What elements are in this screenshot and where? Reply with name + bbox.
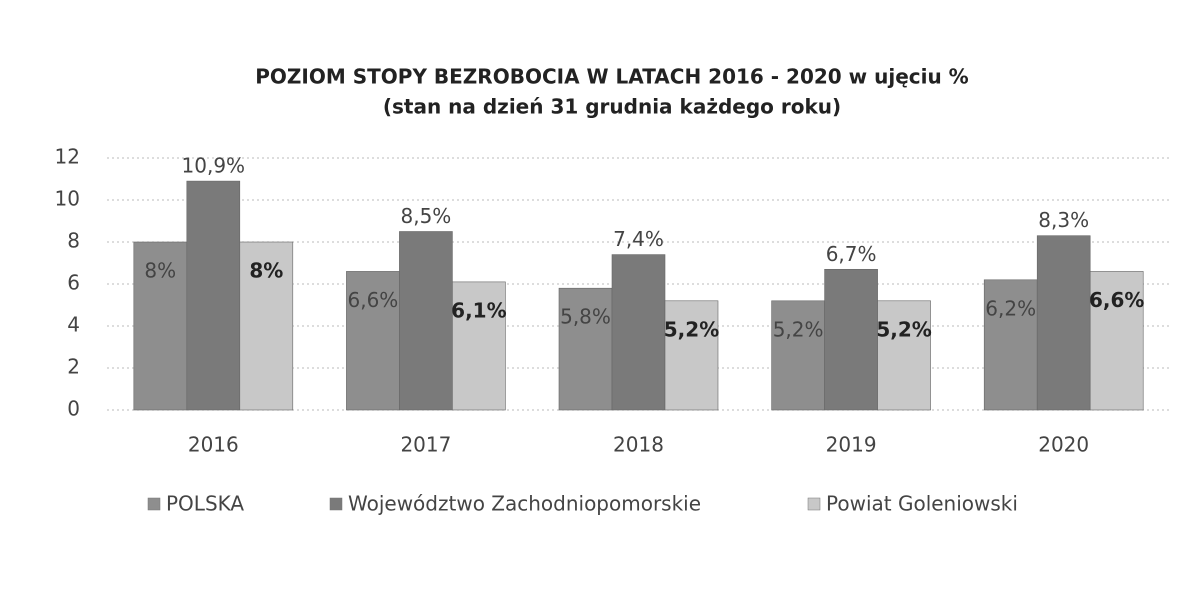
legend-swatch — [807, 497, 821, 511]
x-tick-label: 2017 — [400, 433, 451, 457]
bar — [452, 281, 506, 411]
bar — [771, 300, 825, 411]
value-label: 8,3% — [1038, 208, 1089, 232]
y-tick-label: 6 — [67, 271, 80, 295]
bar — [558, 287, 613, 411]
y-tick-label: 12 — [55, 145, 80, 169]
legend-label: Powiat Goleniowski — [826, 492, 1018, 516]
value-label: 6,2% — [985, 296, 1036, 320]
bar — [664, 300, 719, 411]
x-tick-label: 2018 — [613, 433, 664, 457]
x-tick-label: 2019 — [826, 433, 877, 457]
value-label: 10,9% — [182, 154, 246, 178]
chart-title: POZIOM STOPY BEZROBOCIA W LATACH 2016 - … — [255, 65, 968, 89]
x-tick-label: 2016 — [188, 433, 239, 457]
legend-swatch — [147, 497, 161, 511]
value-label: 8% — [249, 259, 283, 283]
bar — [824, 268, 878, 411]
value-label: 8,5% — [400, 204, 451, 228]
y-tick-label: 0 — [67, 397, 80, 421]
y-tick-label: 2 — [67, 355, 80, 379]
value-label: 6,1% — [451, 298, 506, 322]
value-label: 5,2% — [773, 317, 824, 341]
value-label: 5,8% — [560, 305, 611, 329]
value-label: 6,6% — [1089, 288, 1144, 312]
value-label: 5,2% — [664, 317, 719, 341]
bar — [346, 271, 400, 411]
bar — [983, 279, 1038, 411]
value-label: 6,6% — [347, 288, 398, 312]
bar — [1089, 271, 1144, 411]
bar — [877, 300, 931, 411]
bar — [1036, 235, 1091, 411]
value-label: 5,2% — [876, 317, 931, 341]
y-tick-label: 10 — [55, 187, 80, 211]
legend-swatch — [329, 497, 343, 511]
x-tick-label: 2020 — [1038, 433, 1089, 457]
value-label: 7,4% — [613, 227, 664, 251]
bar — [239, 241, 294, 411]
bar — [186, 180, 241, 411]
legend-label: POLSKA — [166, 492, 244, 516]
bar — [399, 231, 453, 411]
value-label: 6,7% — [826, 242, 877, 266]
chart-subtitle: (stan na dzień 31 grudnia każdego roku) — [383, 95, 841, 119]
y-tick-label: 4 — [67, 313, 80, 337]
legend-label: Województwo Zachodniopomorskie — [348, 492, 701, 516]
y-tick-label: 8 — [67, 229, 80, 253]
bar — [611, 254, 666, 411]
value-label: 8% — [144, 259, 176, 283]
